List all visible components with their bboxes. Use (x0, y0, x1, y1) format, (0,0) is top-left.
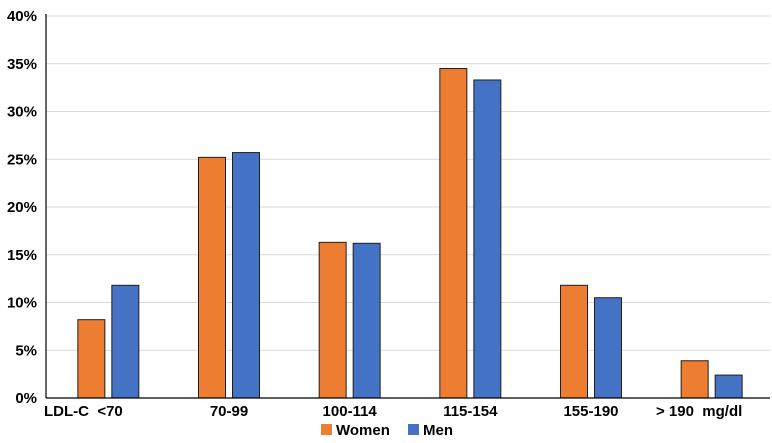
y-tick-label: 35% (7, 56, 37, 73)
y-tick-label: 5% (15, 342, 37, 359)
y-tick-label: 20% (7, 199, 37, 216)
x-tick-label: 115-154 (443, 403, 498, 420)
y-tick-labels: 0% 5% 10% 15% 20% 25% 30% 35% 40% (7, 8, 37, 407)
bars (77, 68, 743, 399)
bar-men-4 (594, 297, 622, 399)
bar-women-5 (680, 360, 709, 399)
x-tick-label: 100-114 (323, 403, 378, 420)
bar-women-1 (198, 156, 226, 399)
x-tick-label: > 190 mg/dl (656, 403, 742, 420)
y-tick-label: 30% (7, 104, 37, 121)
y-tick-label: 40% (7, 8, 37, 25)
bar-men-5 (714, 374, 743, 399)
bar-women-0 (77, 319, 106, 399)
y-tick-label: 10% (7, 295, 37, 312)
y-tick-label: 0% (15, 390, 37, 407)
x-tick-label: 155-190 (563, 403, 618, 420)
bar-women-4 (560, 284, 588, 399)
bar-men-1 (232, 152, 260, 399)
gridlines (46, 15, 770, 351)
axes (45, 14, 770, 399)
bar-men-2 (352, 242, 381, 399)
bar-women-2 (318, 241, 347, 399)
bar-women-3 (439, 68, 468, 399)
y-tick-label: 25% (7, 151, 37, 168)
y-tick-label: 15% (7, 247, 37, 264)
x-tick-labels: LDL-C <70 70-99 100-114 115-154 155-190 > 190… (44, 403, 742, 420)
bar-men-0 (111, 284, 140, 399)
legend-label-men: Men (423, 422, 453, 439)
legend-label-women: Women (336, 422, 390, 439)
legend-swatch-women (321, 424, 332, 435)
legend-swatch-men (408, 424, 419, 435)
x-tick-label: 70-99 (210, 403, 248, 420)
legend: Women Men (321, 422, 453, 439)
x-tick-label: LDL-C <70 (44, 403, 123, 420)
bar-men-3 (473, 79, 502, 399)
